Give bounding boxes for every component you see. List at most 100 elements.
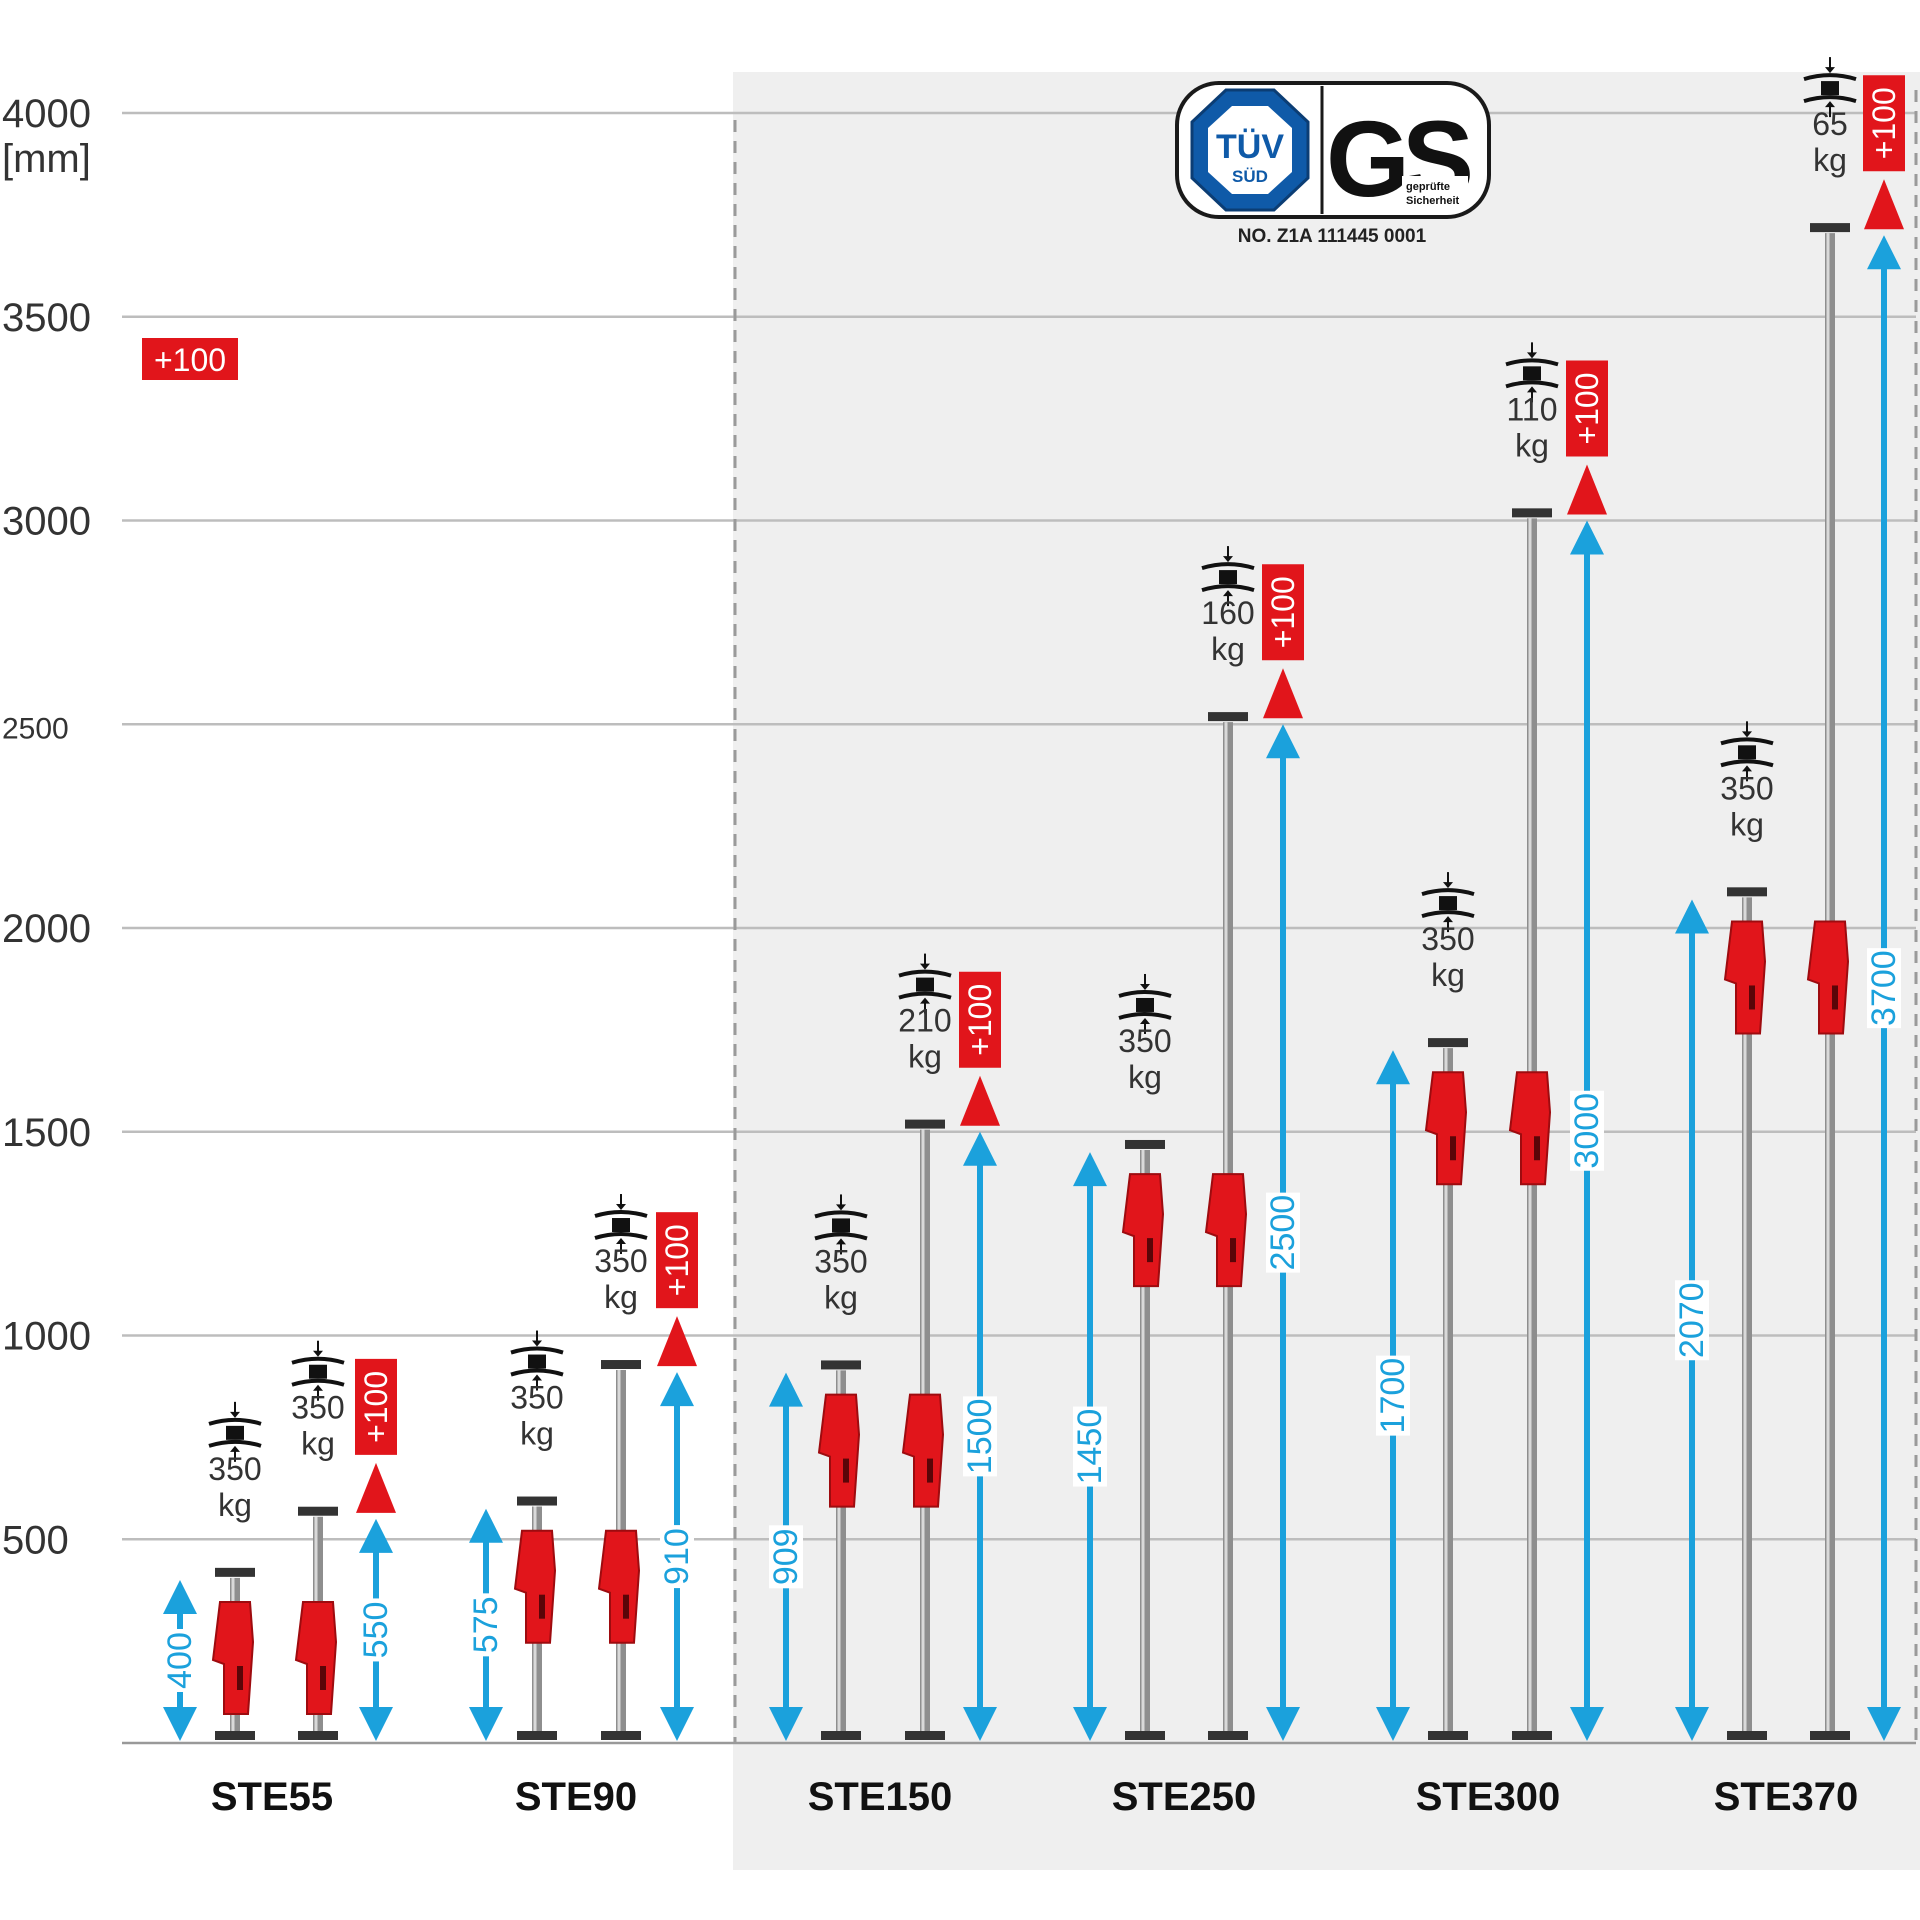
y-tick-label-1000: 1000 [2,1315,91,1359]
min-height-arrow-label-bg [769,1525,803,1589]
y-tick-label-500: 500 [2,1518,69,1562]
load-rating-extended-arrow-bottom-head [616,1238,626,1245]
load-rating-retracted-plate-bottom [1118,1011,1172,1020]
min-height-arrow-head-bottom [769,1707,803,1741]
min-height-arrow-label-bg [163,1629,197,1692]
prop-extended-foot-plate [1208,1731,1248,1740]
extension-arrow-icon [1263,668,1303,719]
load-rating-extended-plate-top [291,1356,345,1365]
load-rating-retracted-weight-icon [528,1354,546,1369]
load-rating-retracted-arrow-bottom-head [1140,1017,1150,1024]
load-rating-extended-unit: kg [1813,142,1847,178]
min-height-arrow-head-bottom [163,1707,197,1741]
load-rating-retracted-arrow-bottom-head [836,1238,846,1245]
prop-retracted-clamp-grip [1450,1136,1456,1161]
load-rating-extended-weight-icon [612,1218,630,1233]
max-height-arrow-label: 550 [357,1602,395,1659]
model-name: STE370 [1714,1775,1859,1819]
legend-badge-box [142,338,238,380]
extension-arrow-icon [657,1316,697,1367]
y-tick-label-3000: 3000 [2,500,91,544]
load-rating-retracted-plate-bottom [1720,759,1774,768]
prop-retracted-clamp-grip [1749,985,1755,1010]
min-height-arrow-label: 1700 [1374,1358,1412,1434]
load-rating-extended-arrow-top-head [1223,556,1233,563]
max-height-arrow-label: 910 [658,1528,696,1585]
prop-extended-top-plate [1512,508,1552,518]
load-rating-extended-plate-top [898,969,952,978]
prop-extended-clamp-grip [623,1594,629,1619]
prop-extended-foot-plate [298,1731,338,1740]
load-rating-retracted-weight-icon [1738,745,1756,760]
model-name: STE55 [211,1775,333,1819]
load-rating-extended-unit: kg [1515,427,1549,463]
load-rating-extended-plate-bottom [1201,584,1255,593]
models: 400550350kg350kg+100STE55575910350kg350k… [161,57,1905,1819]
min-height-arrow-label-bg [469,1593,503,1657]
load-rating-retracted-plate-top [1720,737,1774,746]
extension-badge [1863,75,1905,172]
y-tick-label-4000: 4000 [2,92,91,136]
prop-extended-foot-plate [601,1731,641,1740]
min-height-arrow-head-bottom [1073,1707,1107,1741]
load-rating-extended-plate-bottom [594,1232,648,1240]
extension-badge-text: +100 [1866,87,1902,159]
load-rating-retracted-plate-bottom [510,1368,564,1377]
min-height-arrow-label: 575 [467,1596,505,1653]
prop-retracted-foot-plate [1125,1731,1165,1740]
y-axis: 4000 3500 3000 2500 2000 1500 1000 500 [2,92,91,1562]
load-rating-extended-plate-top [1201,562,1255,571]
min-height-arrow-head-top [1675,899,1709,934]
prop-extended-clamp-grip [320,1666,326,1690]
model-name: STE150 [808,1775,953,1819]
load-rating-extended-unit: kg [301,1426,335,1462]
model-name: STE300 [1416,1775,1561,1819]
min-height-arrow-head-bottom [469,1707,503,1741]
load-rating-extended-weight-icon [309,1364,327,1379]
load-rating-retracted-arrow-top-head [532,1340,542,1347]
load-rating-extended-arrow-bottom-head [920,997,930,1004]
min-height-arrow-label: 1450 [1071,1409,1109,1485]
y-unit-label: [mm] [2,137,91,181]
extension-badge-text: +100 [1265,576,1301,648]
load-rating-extended-unit: kg [908,1039,942,1075]
load-rating-retracted-unit: kg [1128,1059,1162,1095]
extension-arrow-icon [1864,179,1904,230]
load-rating-extended-value: 160 [1201,595,1254,631]
load-rating-extended-arrow-top-head [1825,67,1835,74]
load-rating-extended-weight-icon [1523,366,1541,381]
prop-retracted-top-plate [517,1496,557,1506]
max-height-arrow-label-bg [1570,1090,1604,1171]
max-height-arrow-head-bottom [1266,1707,1300,1741]
prop-retracted-clamp-grip [237,1666,243,1690]
prop-extended-top-plate [905,1119,945,1129]
load-rating-retracted-value: 350 [510,1380,563,1416]
load-rating-extended-weight-icon [1219,570,1237,585]
load-rating-retracted-arrow-bottom-head [1443,916,1453,923]
certification-logo: TÜV SÜD GS geprüfte Sicherheit NO. Z1A 1… [1175,81,1491,247]
max-height-arrow-head-top [660,1372,694,1407]
load-rating-retracted-plate-top [208,1417,262,1426]
prop-extended-foot-plate [1810,1731,1850,1740]
load-rating-extended-plate-bottom [1505,380,1559,389]
max-height-arrow-head-bottom [660,1707,694,1741]
min-height-arrow-label: 909 [767,1528,805,1585]
load-rating-retracted-plate-top [1118,989,1172,998]
max-height-arrow-label: 3000 [1568,1093,1606,1169]
load-rating-extended-plate-top [1505,358,1559,367]
min-height-arrow-head-top [163,1580,197,1614]
load-rating-extended-arrow-top-head [616,1204,626,1211]
load-rating-retracted-plate-bottom [208,1439,262,1448]
load-rating-retracted-plate-bottom [1421,910,1475,919]
prop-extended-top-plate [298,1506,338,1516]
prop-extended-clamp-grip [927,1458,933,1483]
max-height-arrow-label-bg [963,1396,997,1477]
prop-extended-foot-plate [905,1731,945,1740]
prop-retracted-clamp-grip [843,1458,849,1483]
gs-sub-2: Sicherheit [1406,195,1460,207]
max-height-arrow-head-bottom [1867,1707,1901,1741]
